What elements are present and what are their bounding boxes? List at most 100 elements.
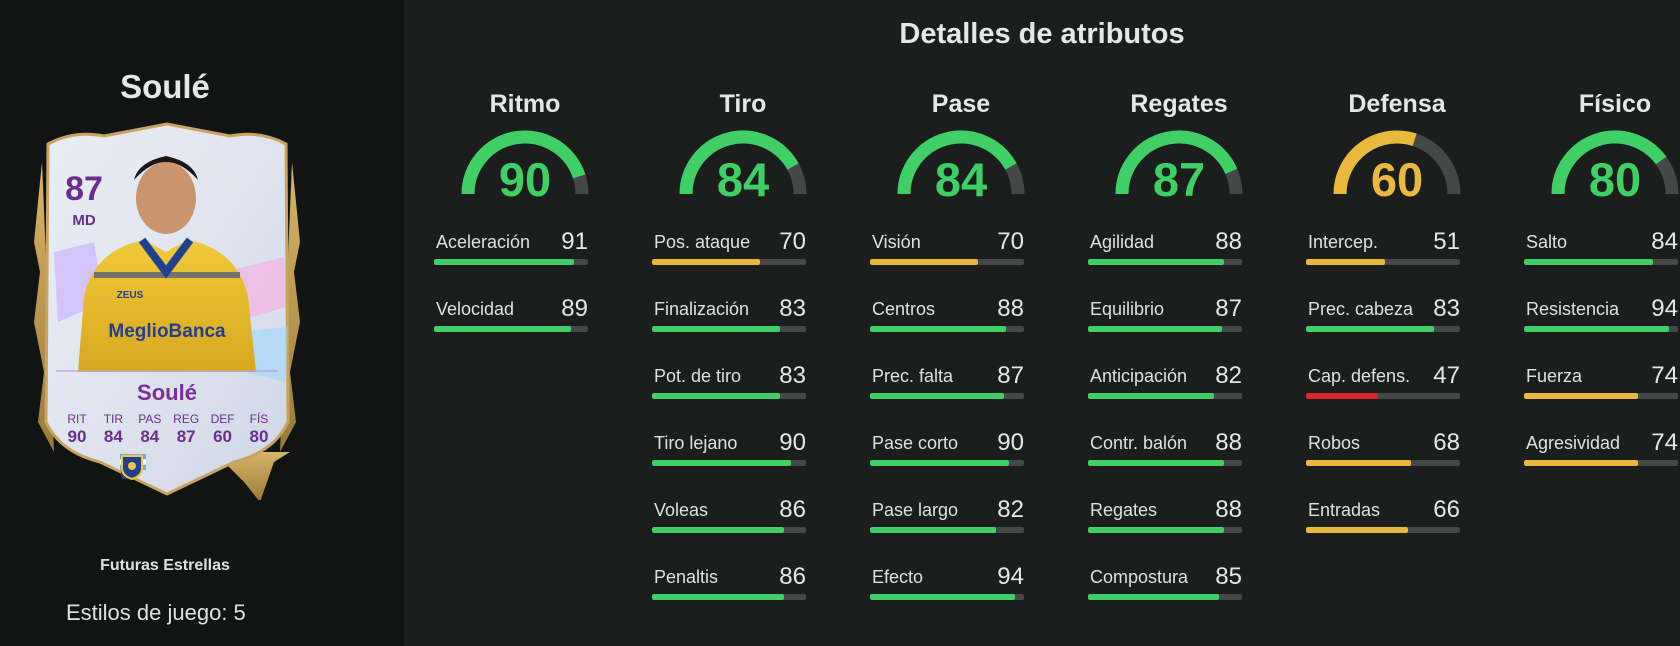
card-stat-label: RIT [67, 412, 87, 426]
attribute-row[interactable]: Intercep. 51 [1306, 228, 1460, 268]
category-column: Físico 80 Salto 84 Resistencia 94 Fuerza 74 Agre… [1506, 80, 1680, 640]
attribute-bar-fill [870, 259, 978, 265]
attribute-label: Visión [872, 232, 921, 252]
attribute-row[interactable]: Pase corto 90 [870, 429, 1024, 469]
category-rating: 87 [1152, 153, 1206, 206]
attribute-label: Fuerza [1526, 366, 1583, 386]
attribute-row[interactable]: Compostura 85 [1088, 563, 1242, 603]
attribute-value: 83 [1433, 295, 1460, 322]
attribute-row[interactable]: Velocidad 89 [434, 295, 588, 335]
attribute-row[interactable]: Entradas 66 [1306, 496, 1460, 536]
attribute-bar-fill [1088, 393, 1215, 399]
card-stats: RIT 90 TIR 84 PAS 84 REG 87 DEF 60 FÍS 80 [60, 412, 276, 447]
attribute-bar-fill [1088, 259, 1224, 265]
attribute-row[interactable]: Voleas 86 [652, 496, 806, 536]
attribute-bar-fill [870, 460, 1009, 466]
attribute-row[interactable]: Cap. defens. 47 [1306, 362, 1460, 402]
card-stat-value: 80 [249, 427, 269, 446]
attribute-row[interactable]: Visión 70 [870, 228, 1024, 268]
player-name: Soulé [120, 68, 210, 105]
attribute-value: 51 [1433, 228, 1460, 255]
attribute-row[interactable]: Robos 68 [1306, 429, 1460, 469]
attribute-bar [1524, 393, 1678, 399]
attribute-bar-fill [1088, 460, 1224, 466]
category-column: Pase 84 Visión 70 Centros 88 Prec. falta 87 Pase… [852, 80, 1070, 640]
category-rating: 80 [1588, 153, 1642, 206]
attribute-bar [1306, 527, 1460, 533]
attribute-label: Agresividad [1526, 433, 1621, 453]
attribute-bar [1088, 393, 1242, 399]
attribute-label: Intercep. [1308, 232, 1379, 252]
attribute-row[interactable]: Resistencia 94 [1524, 295, 1678, 335]
attribute-value: 88 [1215, 228, 1242, 255]
card-stat-label: PAS [138, 412, 162, 426]
attribute-label: Compostura [1090, 567, 1189, 587]
attribute-value: 74 [1651, 362, 1678, 389]
attribute-row[interactable]: Efecto 94 [870, 563, 1024, 603]
attribute-bar-fill [870, 594, 1015, 600]
attribute-bar [1524, 326, 1678, 332]
attribute-row[interactable]: Salto 84 [1524, 228, 1678, 268]
attribute-row[interactable]: Fuerza 74 [1524, 362, 1678, 402]
attribute-row[interactable]: Agresividad 74 [1524, 429, 1678, 469]
attribute-row[interactable]: Finalización 83 [652, 295, 806, 335]
category-gauge: 84 [896, 128, 1026, 206]
card-stat-value: 84 [140, 427, 160, 446]
gauge-arc [897, 130, 1025, 195]
attribute-bar-fill [1306, 460, 1411, 466]
attribute-value: 88 [997, 295, 1024, 322]
attribute-value: 82 [1215, 362, 1242, 389]
attribute-bar [870, 259, 1024, 265]
attribute-label: Pos. ataque [654, 232, 751, 252]
gauge-fill [897, 130, 1017, 195]
gauge-fill [461, 130, 586, 195]
card-stat-value: 60 [213, 427, 233, 446]
attribute-label: Contr. balón [1090, 433, 1188, 453]
attribute-row[interactable]: Anticipación 82 [1088, 362, 1242, 402]
attribute-row[interactable]: Centros 88 [870, 295, 1024, 335]
attribute-bar-fill [652, 594, 785, 600]
gauge-fill [1115, 130, 1238, 195]
card-rating: 87 [65, 170, 103, 208]
attribute-bar [870, 527, 1024, 533]
club-crest-icon [121, 455, 143, 480]
attribute-row[interactable]: Agilidad 88 [1088, 228, 1242, 268]
attribute-bar [652, 326, 806, 332]
attribute-bar [870, 326, 1024, 332]
attribute-row[interactable]: Pot. de tiro 83 [652, 362, 806, 402]
attribute-label: Aceleración [436, 232, 531, 252]
category-gauge: 90 [460, 128, 590, 206]
attribute-bar-fill [1306, 326, 1434, 332]
category-title: Físico [1578, 90, 1652, 118]
attribute-row[interactable]: Regates 88 [1088, 496, 1242, 536]
attribute-row[interactable]: Equilibrio 87 [1088, 295, 1242, 335]
attribute-value: 82 [997, 496, 1024, 523]
attribute-value: 86 [779, 563, 806, 590]
svg-text:MeglioBanca: MeglioBanca [108, 321, 226, 342]
attribute-bar [1306, 259, 1460, 265]
attribute-row[interactable]: Tiro lejano 90 [652, 429, 806, 469]
attribute-row[interactable]: Pase largo 82 [870, 496, 1024, 536]
attribute-row[interactable]: Pos. ataque 70 [652, 228, 806, 268]
attribute-value: 90 [997, 429, 1024, 456]
gauge-arc [679, 130, 807, 195]
category-title: Defensa [1348, 90, 1446, 118]
attribute-row[interactable]: Prec. cabeza 83 [1306, 295, 1460, 335]
attribute-row[interactable]: Penaltis 86 [652, 563, 806, 603]
attribute-bar [1306, 393, 1460, 399]
attribute-bar-fill [870, 393, 1004, 399]
attribute-value: 70 [997, 228, 1024, 255]
card-stat: DEF 60 [206, 412, 240, 447]
attribute-bar-fill [1524, 460, 1638, 466]
playstyles-count[interactable]: Estilos de juego: 5 [66, 600, 246, 625]
category-column: Ritmo 90 Aceleración 91 Velocidad 89 [416, 80, 634, 640]
gauge-arc [1551, 130, 1679, 195]
attribute-row[interactable]: Contr. balón 88 [1088, 429, 1242, 469]
attribute-row[interactable]: Aceleración 91 [434, 228, 588, 268]
player-card[interactable]: MeglioBanca ZEUS 87 MD Soulé RIT 90 TIR 84… [34, 122, 300, 500]
attribute-bar-fill [1306, 393, 1379, 399]
attribute-row[interactable]: Prec. falta 87 [870, 362, 1024, 402]
card-stat-value: 84 [103, 427, 123, 446]
attribute-bar-fill [1306, 527, 1408, 533]
card-player-name: Soulé [137, 380, 197, 405]
